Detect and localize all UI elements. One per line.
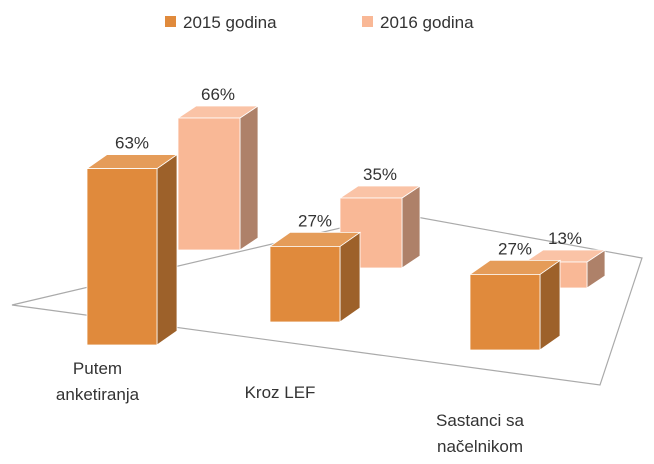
legend-label: 2015 godina bbox=[183, 13, 277, 32]
legend-label: 2016 godina bbox=[380, 13, 474, 32]
category-label: Kroz LEF bbox=[244, 383, 316, 402]
legend-swatch bbox=[165, 16, 176, 27]
category-label: Sastanci sa načelnikom bbox=[436, 411, 524, 456]
bar-side bbox=[239, 105, 259, 251]
category-label: Putem anketiranja bbox=[55, 359, 140, 404]
bar bbox=[85, 153, 179, 346]
value-label: 27% bbox=[498, 239, 532, 258]
bar-front bbox=[469, 273, 541, 351]
value-label: 35% bbox=[363, 165, 397, 184]
bar-side bbox=[401, 185, 421, 269]
value-label: 66% bbox=[201, 85, 235, 104]
bar bbox=[268, 231, 362, 323]
legend-swatch bbox=[362, 16, 373, 27]
value-label: 13% bbox=[548, 229, 582, 248]
bar-side bbox=[539, 259, 561, 351]
value-label: 27% bbox=[298, 211, 332, 230]
bar bbox=[176, 105, 260, 251]
value-label: 63% bbox=[115, 134, 149, 153]
bar-front bbox=[177, 117, 241, 251]
bar-front bbox=[269, 245, 341, 323]
bar-side bbox=[156, 153, 178, 346]
bar bbox=[468, 259, 562, 351]
bar-side bbox=[339, 231, 361, 323]
bar bbox=[338, 185, 422, 269]
bar-front bbox=[86, 168, 158, 346]
